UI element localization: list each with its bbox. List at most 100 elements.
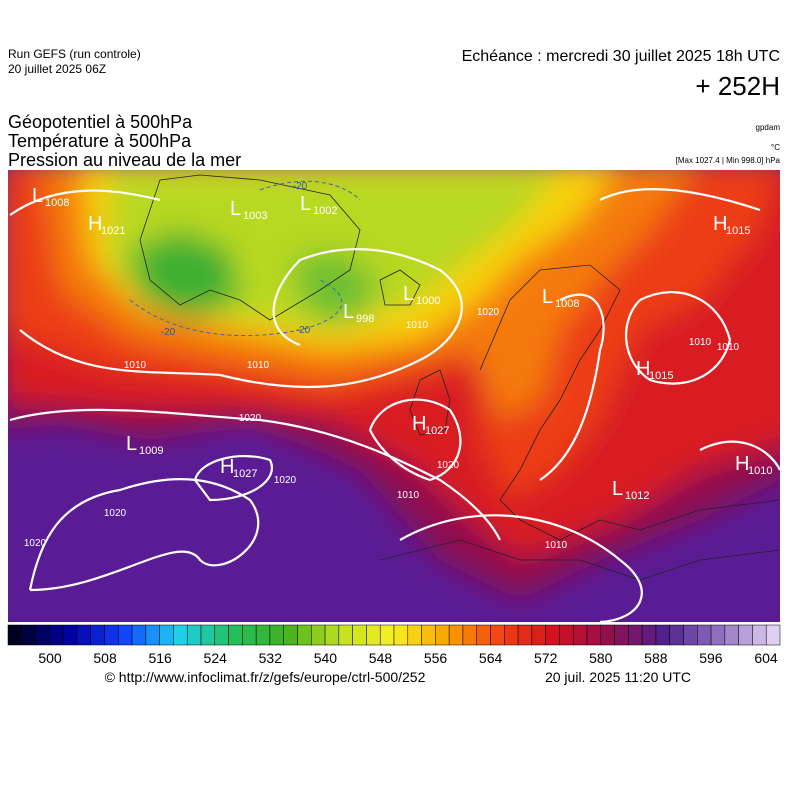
color-swatch <box>324 624 340 646</box>
center-kind: L <box>300 193 311 215</box>
colorbar-tick-label: 532 <box>259 650 283 666</box>
title: Température à 500hPa <box>8 131 192 151</box>
isobar-label: 1020 <box>437 460 460 471</box>
center-kind: L <box>403 283 414 305</box>
color-swatch <box>752 624 767 646</box>
center-kind: L <box>126 433 137 455</box>
color-swatch <box>228 624 243 646</box>
color-swatch <box>145 624 160 646</box>
isobar-label: 1010 <box>247 360 270 371</box>
isobar-label: 1020 <box>274 475 297 486</box>
color-swatch <box>504 624 519 646</box>
isobar-label: 1010 <box>406 320 429 331</box>
center-value: 1027 <box>425 425 449 437</box>
run: Run GEFS (run controle) <box>8 47 141 61</box>
color-swatch <box>90 624 105 646</box>
color-swatch <box>131 624 147 646</box>
isotherm-label: -20 <box>293 181 308 192</box>
colorbar-tick-label: 516 <box>148 650 172 666</box>
center-kind: L <box>230 198 241 220</box>
colorbar-tick-label: 524 <box>204 650 228 666</box>
color-swatch <box>765 624 781 646</box>
center-kind: L <box>542 286 553 308</box>
center-value: 1009 <box>139 445 163 457</box>
center-value: 1003 <box>243 210 267 222</box>
colorbar: 500 508 516 524 532 540 548 556 564 572 580 588 596 6… <box>7 624 781 666</box>
center-value: 1015 <box>726 225 750 237</box>
color-swatch <box>421 624 436 646</box>
colorbar-tick-label: 508 <box>93 650 117 666</box>
color-swatch <box>338 624 353 646</box>
color-swatch <box>186 624 202 646</box>
color-swatch <box>710 624 726 646</box>
unit: [Max 1027.4 | Min 998.0] hPa <box>676 156 781 165</box>
color-swatch <box>738 624 753 646</box>
isobar-label: 1020 <box>24 538 47 549</box>
unit: °C <box>771 143 780 152</box>
center-value: 1012 <box>625 490 649 502</box>
center-kind: L <box>32 185 43 207</box>
source: © http://www.infoclimat.fr/z/gefs/europe… <box>105 669 426 685</box>
run-date: 20 juillet 2025 06Z <box>8 62 106 76</box>
isobar-label: 1020 <box>104 508 127 519</box>
color-swatch <box>600 624 615 646</box>
color-swatch <box>435 624 450 646</box>
color-swatch <box>448 624 464 646</box>
color-swatch <box>62 624 78 646</box>
lead-time: + 252H <box>695 71 780 101</box>
center-kind: H <box>220 456 234 478</box>
unit: gpdam <box>756 123 781 132</box>
colorbar-tick-label: 580 <box>589 650 613 666</box>
color-swatch <box>366 624 381 646</box>
colorbar-tick-label: 548 <box>369 650 393 666</box>
isobar-label: 1010 <box>717 342 740 353</box>
title: Pression au niveau de la mer <box>8 150 241 170</box>
isobar-label: 1020 <box>477 307 500 318</box>
color-swatch <box>7 624 23 646</box>
center-kind: H <box>735 453 749 475</box>
isobar-label: 1020 <box>239 413 262 424</box>
generated: 20 juil. 2025 11:20 UTC <box>545 669 691 685</box>
color-swatch <box>545 624 560 646</box>
colorbar-tick-label: 564 <box>479 650 503 666</box>
map <box>8 170 780 622</box>
color-swatch <box>393 624 409 646</box>
color-swatch <box>242 624 257 646</box>
color-swatch <box>283 624 298 646</box>
color-swatch <box>255 624 271 646</box>
color-swatch <box>572 624 588 646</box>
colorbar-tick-label: 588 <box>644 650 668 666</box>
isotherm-label: -20 <box>161 327 176 338</box>
center-kind: L <box>612 478 623 500</box>
isotherm-label: -20 <box>296 325 311 336</box>
center-value: 1000 <box>416 295 440 307</box>
isobar-label: 1010 <box>397 490 420 501</box>
color-swatch <box>697 624 712 646</box>
center-value: 1027 <box>233 468 257 480</box>
color-swatch <box>531 624 546 646</box>
color-swatch <box>76 624 91 646</box>
colorbar-tick-label: 556 <box>424 650 448 666</box>
center-kind: H <box>412 413 426 435</box>
center-value: 1021 <box>101 225 125 237</box>
colorbar-tick-label: 604 <box>754 650 778 666</box>
color-swatch <box>49 624 64 646</box>
center-value: 1010 <box>748 465 772 477</box>
color-swatch <box>311 624 326 646</box>
colorbar-tick-label: 596 <box>699 650 723 666</box>
colorbar-tick-label: 572 <box>534 650 558 666</box>
color-swatch <box>269 624 284 646</box>
color-swatch <box>476 624 491 646</box>
color-swatch <box>297 624 312 646</box>
color-swatch <box>628 624 643 646</box>
valid-time: Echéance : mercredi 30 juillet 2025 18h … <box>462 48 780 65</box>
center-value: 1008 <box>45 197 69 209</box>
center-kind: H <box>636 358 650 380</box>
center-kind: H <box>88 213 102 235</box>
color-swatch <box>724 624 739 646</box>
color-swatch <box>379 624 395 646</box>
center-value: 1008 <box>555 298 579 310</box>
center-kind: L <box>343 301 354 323</box>
colorbar-tick-label: 500 <box>38 650 62 666</box>
